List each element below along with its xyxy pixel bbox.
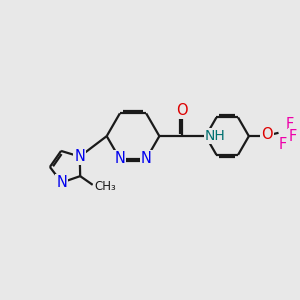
Text: CH₃: CH₃ [94,180,116,193]
Text: N: N [114,152,125,166]
Text: F: F [279,137,287,152]
Text: NH: NH [205,129,226,143]
Text: O: O [262,127,273,142]
Text: O: O [176,103,188,118]
Text: F: F [286,117,294,132]
Text: N: N [141,152,152,166]
Text: N: N [74,149,85,164]
Text: F: F [289,130,297,145]
Text: N: N [56,175,67,190]
